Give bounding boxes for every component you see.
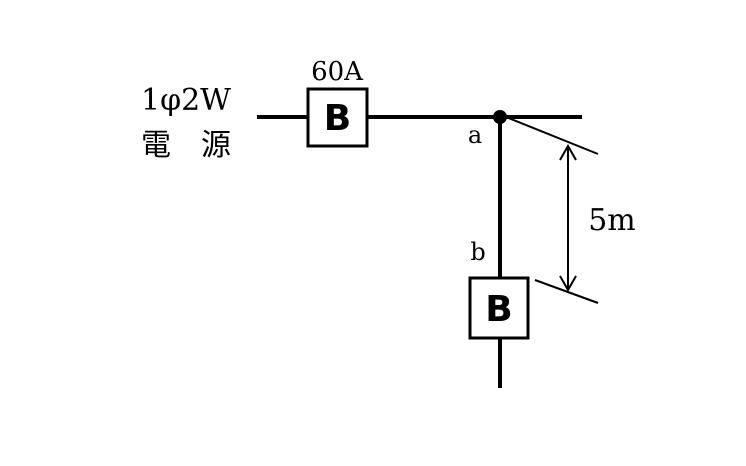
branch-breaker bbox=[468, 276, 530, 340]
main-breaker-symbol: B bbox=[324, 98, 351, 139]
main-breaker-rating: 60A bbox=[311, 57, 364, 87]
distance-label: 5m bbox=[588, 203, 636, 238]
point-a-label: a bbox=[468, 121, 482, 149]
branch-breaker-symbol: B bbox=[485, 289, 512, 330]
source-phase-label: 1φ2W bbox=[141, 83, 231, 118]
point-b-label: b bbox=[470, 238, 485, 266]
main-breaker bbox=[306, 87, 369, 148]
dimension-extension-top bbox=[505, 116, 599, 155]
source-label: 電 源 bbox=[141, 128, 231, 163]
dimension-arrow-bottom bbox=[559, 275, 577, 293]
dimension-arrow-top bbox=[559, 143, 577, 161]
dimension-extension-bottom bbox=[534, 279, 599, 304]
